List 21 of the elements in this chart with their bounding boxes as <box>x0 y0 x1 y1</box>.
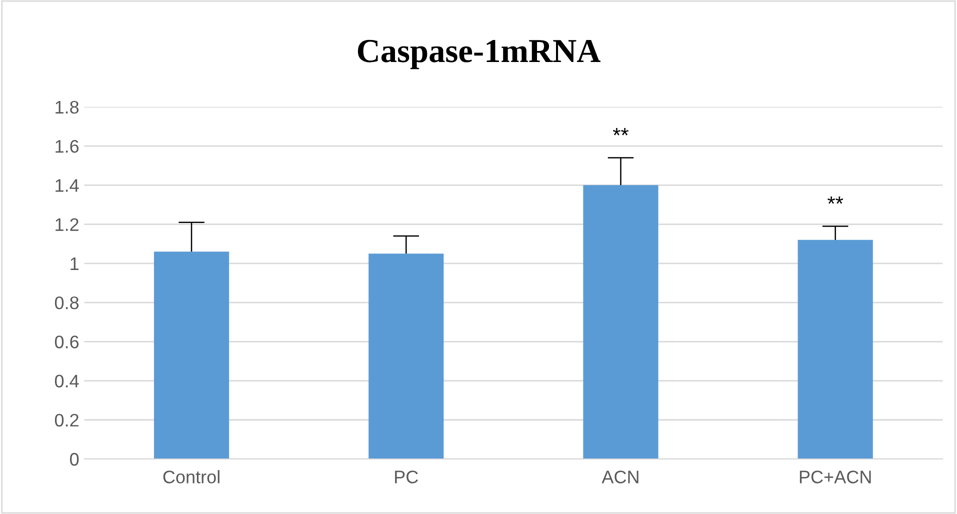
y-tick-label: 0 <box>70 452 79 466</box>
y-tick-label: 0.4 <box>54 374 79 388</box>
x-tick-label: Control <box>163 470 220 484</box>
x-tick-label: ACN <box>602 470 638 484</box>
chart-title: Caspase-1mRNA <box>358 40 600 70</box>
y-tick-label: 0.6 <box>54 336 79 348</box>
y-tick-label: 1.6 <box>56 140 79 153</box>
annotation: ** <box>828 196 844 204</box>
bar <box>583 185 658 459</box>
bar <box>798 240 873 459</box>
y-tick-label: 1 <box>70 258 78 270</box>
y-tick-label: 0.2 <box>54 414 78 427</box>
annotation: ** <box>612 128 629 136</box>
y-tick-label: 0.8 <box>54 296 79 310</box>
y-tick-label: 1.8 <box>56 100 79 114</box>
y-tick-label: 1.2 <box>56 218 78 231</box>
y-tick-label: 1.4 <box>56 179 79 192</box>
x-tick-label: PC <box>395 470 418 484</box>
bar <box>154 252 230 459</box>
x-tick-label: PC+ACN <box>800 470 871 484</box>
bar <box>368 254 444 459</box>
